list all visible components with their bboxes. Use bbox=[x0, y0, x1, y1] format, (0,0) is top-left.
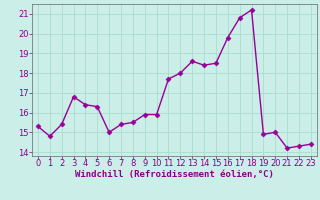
X-axis label: Windchill (Refroidissement éolien,°C): Windchill (Refroidissement éolien,°C) bbox=[75, 170, 274, 179]
